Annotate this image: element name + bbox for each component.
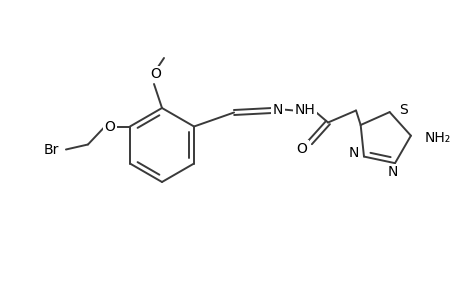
Text: N: N	[348, 146, 358, 160]
Text: O: O	[150, 67, 161, 81]
Text: Br: Br	[43, 142, 58, 157]
Text: NH₂: NH₂	[424, 131, 450, 145]
Text: O: O	[296, 142, 307, 155]
Text: NH: NH	[294, 103, 315, 116]
Text: N: N	[272, 103, 283, 116]
Text: S: S	[398, 103, 407, 117]
Text: O: O	[104, 119, 115, 134]
Text: N: N	[387, 165, 397, 179]
